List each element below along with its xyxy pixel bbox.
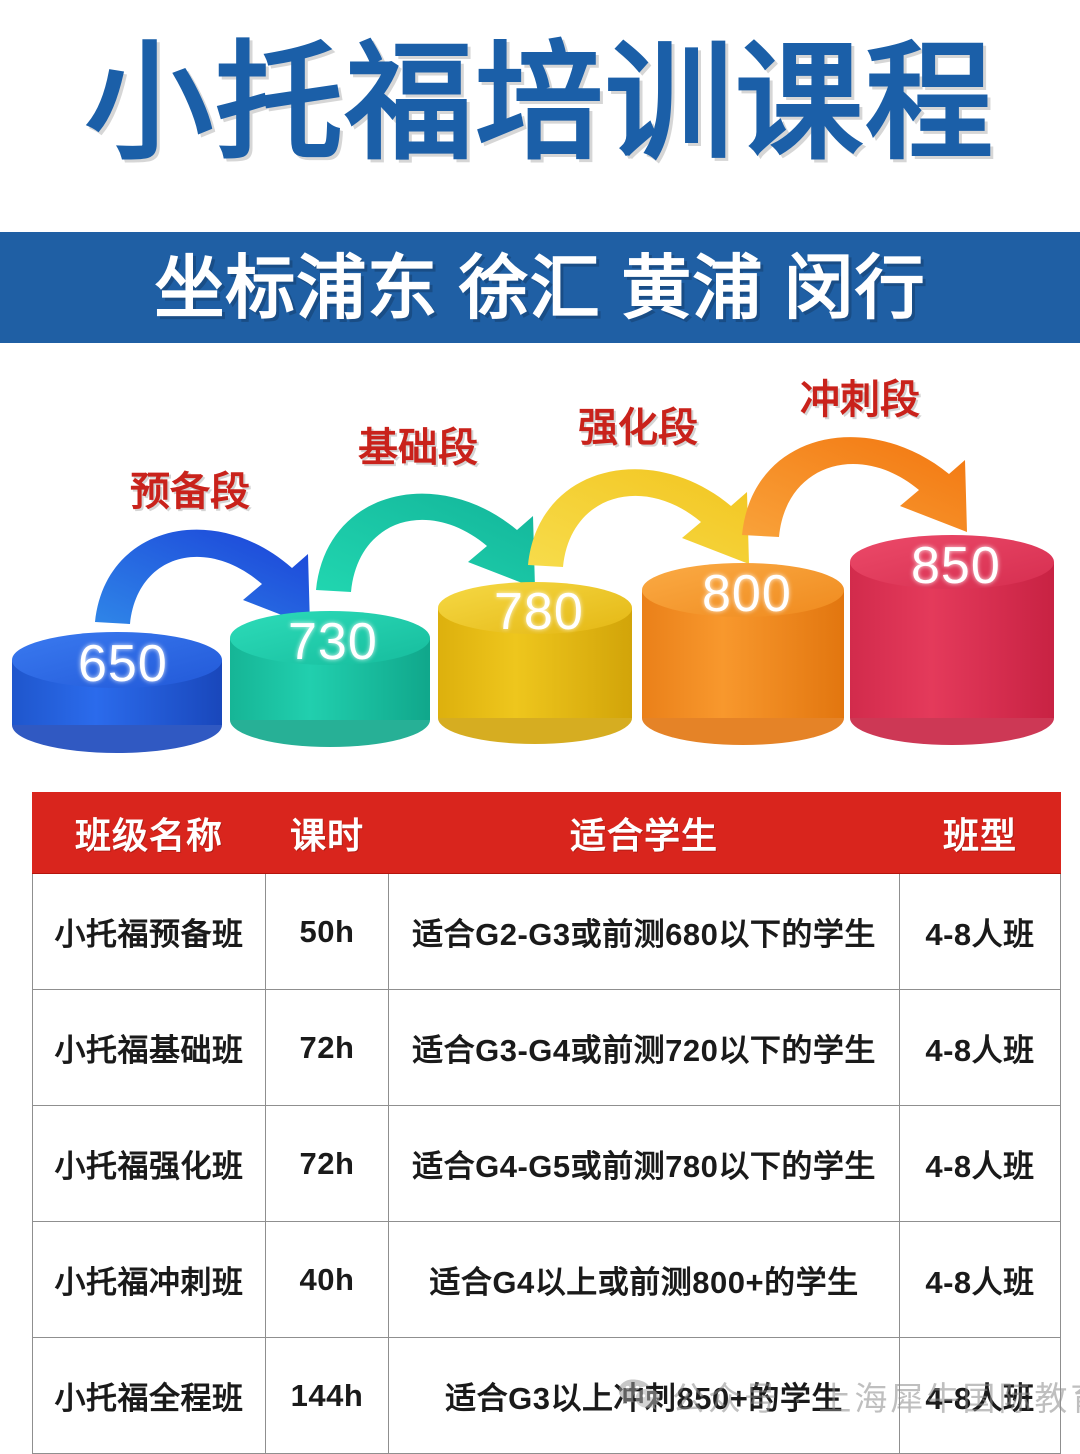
cylinder-value-800: 800 [702, 565, 792, 623]
table-head: 班级名称 课时 适合学生 班型 [32, 792, 1061, 874]
cell-class-type: 4-8人班 [899, 1221, 1061, 1338]
wechat-icon [618, 1379, 660, 1410]
stage-arrow-intensive [528, 469, 749, 567]
cell-hours: 144h [265, 1337, 389, 1454]
cylinder-value-850: 850 [911, 537, 1001, 595]
table-row: 小托福冲刺班 40h 适合G4以上或前测800+的学生 4-8人班 [32, 1221, 1061, 1338]
cylinder-value-780: 780 [494, 583, 584, 641]
table-header-suitable-for: 适合学生 [388, 792, 900, 874]
watermark-text: 公众号 · 上海犀牛国际教育 [672, 1380, 1080, 1417]
cell-class-type: 4-8人班 [899, 989, 1061, 1106]
cell-class-name: 小托福强化班 [32, 1105, 266, 1222]
cell-class-name: 小托福冲刺班 [32, 1221, 266, 1338]
cell-hours: 72h [265, 989, 389, 1106]
cell-suitable-for: 适合G4-G5或前测780以下的学生 [388, 1105, 900, 1222]
cell-class-name: 小托福全程班 [32, 1337, 266, 1454]
watermark: 公众号 · 上海犀牛国际教育 [618, 1372, 1080, 1420]
stage-label-sprint: 冲刺段 [800, 378, 920, 422]
cylinder-chart-svg [12, 437, 1054, 753]
location-banner: 坐标浦东 徐汇 黄浦 闵行 [0, 232, 1080, 343]
stage-label-intensive: 强化段 [578, 406, 698, 450]
table-header-class-name: 班级名称 [32, 792, 266, 874]
cell-hours: 50h [265, 873, 389, 990]
page-title: 小托福培训课程 [84, 33, 995, 175]
cell-class-name: 小托福基础班 [32, 989, 266, 1106]
cell-suitable-for: 适合G2-G3或前测680以下的学生 [388, 873, 900, 990]
course-table: 班级名称 课时 适合学生 班型 小托福预备班 50h 适合G2-G3或前测680… [32, 792, 1061, 1454]
title-area: 小托福培训课程 [0, 0, 1080, 200]
table-body: 小托福预备班 50h 适合G2-G3或前测680以下的学生 4-8人班 小托福基… [32, 873, 1061, 1454]
cylinder-800 [642, 563, 844, 745]
table-header-hours: 课时 [265, 792, 389, 874]
cell-class-type: 4-8人班 [899, 873, 1061, 990]
location-banner-text: 坐标浦东 徐汇 黄浦 闵行 [154, 248, 926, 327]
score-progression-chart: 预备段 基础段 强化段 冲刺段 650 730 780 800 850 [0, 350, 1080, 780]
stage-arrow-prep [95, 529, 310, 626]
cell-hours: 72h [265, 1105, 389, 1222]
cell-class-name: 小托福预备班 [32, 873, 266, 990]
table-header-class-type: 班型 [899, 792, 1061, 874]
course-table-wrapper: 班级名称 课时 适合学生 班型 小托福预备班 50h 适合G2-G3或前测680… [32, 792, 1061, 1454]
cell-suitable-for: 适合G3-G4或前测720以下的学生 [388, 989, 900, 1106]
stage-arrow-basic [316, 493, 535, 592]
cell-class-type: 4-8人班 [899, 1337, 1061, 1454]
cylinder-730 [230, 611, 430, 747]
table-row: 小托福预备班 50h 适合G2-G3或前测680以下的学生 4-8人班 [32, 873, 1061, 990]
stage-label-basic: 基础段 [358, 426, 478, 470]
cylinder-value-650: 650 [78, 635, 168, 693]
cell-suitable-for: 适合G4以上或前测800+的学生 [388, 1221, 900, 1338]
cylinder-value-730: 730 [288, 613, 378, 671]
cylinder-780 [438, 582, 632, 744]
stage-arrow-sprint [742, 437, 967, 537]
cylinder-650 [12, 632, 222, 753]
table-row: 小托福强化班 72h 适合G4-G5或前测780以下的学生 4-8人班 [32, 1105, 1061, 1222]
cell-hours: 40h [265, 1221, 389, 1338]
cell-class-type: 4-8人班 [899, 1105, 1061, 1222]
table-header-row: 班级名称 课时 适合学生 班型 [32, 792, 1061, 874]
stage-label-prep: 预备段 [130, 470, 250, 514]
table-row: 小托福基础班 72h 适合G3-G4或前测720以下的学生 4-8人班 [32, 989, 1061, 1106]
cylinder-850 [850, 535, 1054, 745]
